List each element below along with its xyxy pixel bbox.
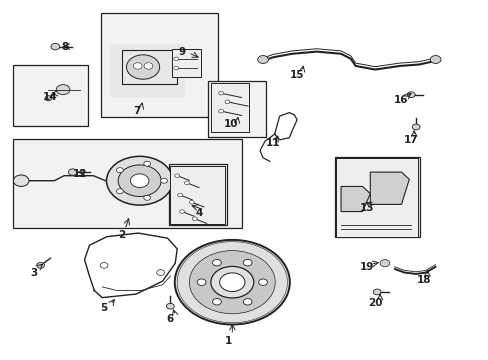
Text: 18: 18 [416, 275, 430, 285]
Circle shape [258, 279, 267, 285]
Text: 6: 6 [166, 314, 174, 324]
Circle shape [130, 174, 149, 188]
FancyBboxPatch shape [335, 158, 417, 237]
FancyBboxPatch shape [334, 157, 419, 237]
Text: 7: 7 [133, 106, 141, 116]
Circle shape [51, 43, 60, 50]
Circle shape [212, 298, 221, 305]
Circle shape [192, 217, 197, 221]
Circle shape [173, 66, 178, 70]
Text: 4: 4 [196, 208, 203, 218]
Circle shape [224, 100, 229, 104]
Text: 17: 17 [403, 135, 418, 145]
Circle shape [257, 55, 268, 63]
FancyBboxPatch shape [172, 49, 200, 77]
Polygon shape [340, 186, 369, 212]
Circle shape [243, 298, 251, 305]
Text: 9: 9 [178, 46, 185, 57]
Circle shape [174, 240, 289, 324]
Circle shape [177, 242, 287, 323]
Circle shape [218, 91, 223, 95]
FancyBboxPatch shape [168, 164, 227, 225]
Text: 1: 1 [225, 336, 232, 346]
Circle shape [219, 273, 244, 292]
Text: 15: 15 [289, 70, 304, 80]
Circle shape [143, 195, 150, 200]
Text: 2: 2 [118, 230, 125, 239]
Text: 8: 8 [61, 42, 68, 51]
Circle shape [45, 96, 52, 101]
Circle shape [210, 266, 253, 298]
Circle shape [37, 262, 44, 268]
Circle shape [126, 55, 159, 79]
Circle shape [179, 210, 184, 213]
FancyBboxPatch shape [207, 81, 266, 137]
FancyBboxPatch shape [101, 13, 217, 117]
Text: 12: 12 [72, 168, 87, 179]
Polygon shape [369, 172, 408, 204]
Circle shape [116, 189, 123, 194]
Text: 11: 11 [265, 139, 280, 148]
Circle shape [160, 178, 167, 183]
FancyBboxPatch shape [170, 166, 224, 224]
FancyBboxPatch shape [13, 139, 242, 228]
Circle shape [157, 270, 164, 275]
Circle shape [197, 279, 205, 285]
Circle shape [143, 161, 150, 166]
Circle shape [407, 92, 414, 98]
Circle shape [133, 63, 142, 69]
Circle shape [174, 174, 179, 177]
Circle shape [100, 262, 108, 268]
Circle shape [144, 63, 153, 69]
Circle shape [13, 175, 29, 186]
Text: 20: 20 [367, 298, 382, 308]
Circle shape [372, 289, 380, 295]
Circle shape [184, 181, 189, 185]
Text: 5: 5 [100, 303, 107, 314]
Circle shape [212, 260, 221, 266]
Text: 3: 3 [30, 267, 38, 278]
Circle shape [429, 55, 440, 63]
Circle shape [189, 251, 275, 314]
Circle shape [68, 169, 77, 175]
Text: 14: 14 [43, 92, 58, 102]
Text: 16: 16 [393, 95, 408, 105]
Circle shape [173, 57, 178, 60]
Circle shape [166, 303, 174, 309]
FancyBboxPatch shape [110, 44, 184, 98]
Circle shape [379, 260, 389, 267]
Circle shape [411, 124, 419, 130]
Text: 19: 19 [360, 262, 374, 272]
Circle shape [189, 201, 194, 204]
Circle shape [218, 109, 223, 113]
Circle shape [106, 156, 172, 205]
Text: 10: 10 [223, 120, 238, 129]
FancyBboxPatch shape [211, 83, 249, 132]
FancyBboxPatch shape [13, 65, 88, 126]
Circle shape [243, 260, 251, 266]
Circle shape [118, 165, 161, 197]
Text: 13: 13 [359, 203, 374, 213]
Circle shape [56, 85, 70, 95]
Circle shape [116, 168, 123, 173]
Circle shape [177, 193, 182, 197]
